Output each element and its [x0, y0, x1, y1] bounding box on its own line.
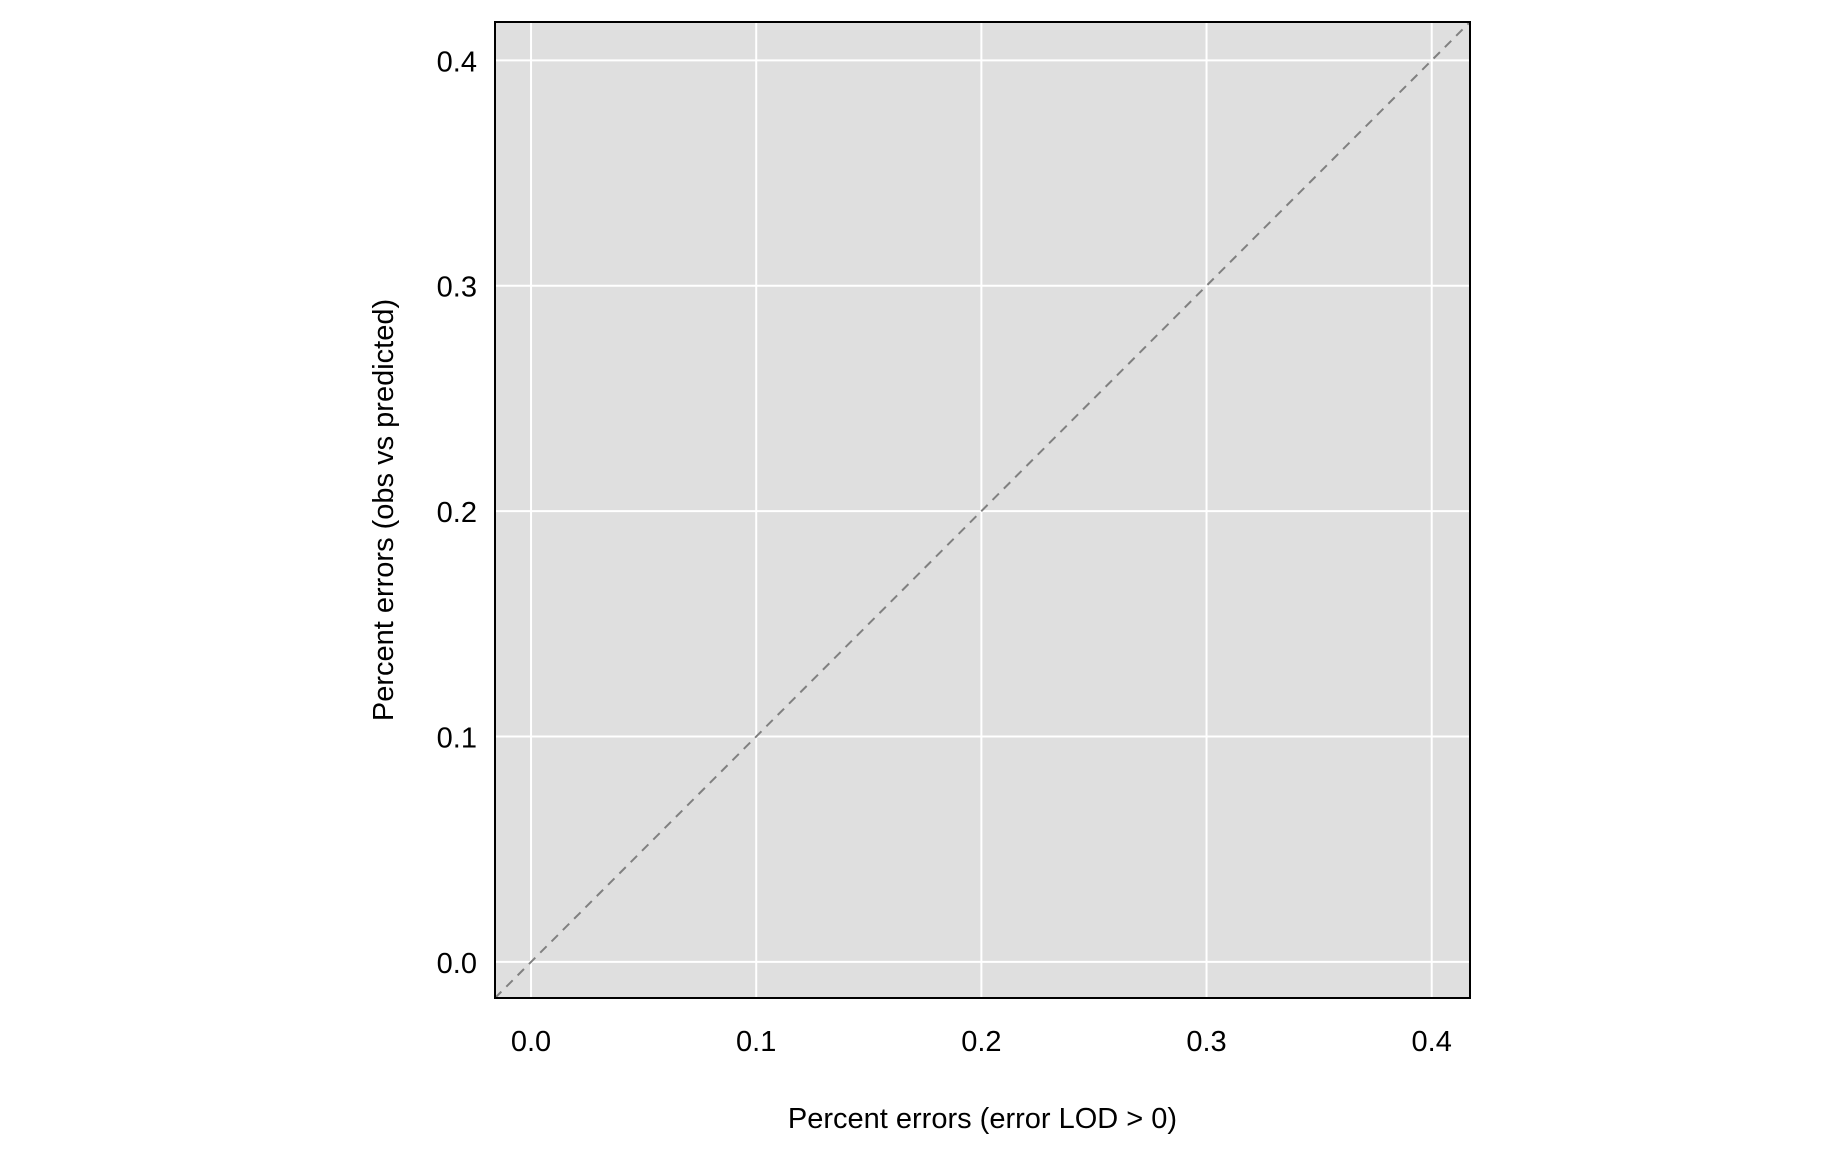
x-tick-label: 0.0: [511, 1026, 551, 1058]
y-tick-label: 0.2: [437, 497, 477, 529]
plot-border: [494, 21, 1471, 999]
x-tick-label: 0.2: [961, 1026, 1001, 1058]
reference-line-y-equals-x: [494, 21, 1471, 999]
x-axis-title: Percent errors (error LOD > 0): [788, 1103, 1177, 1135]
x-tick-label: 0.3: [1186, 1026, 1226, 1058]
x-tick-label: 0.4: [1412, 1026, 1452, 1058]
y-tick-label: 0.3: [437, 272, 477, 304]
y-tick-label: 0.1: [437, 723, 477, 755]
y-tick-label: 0.4: [437, 46, 477, 78]
y-tick-label: 0.0: [437, 948, 477, 980]
x-axis-ticks: 0.0 0.1 0.2 0.3 0.4: [511, 1026, 1452, 1058]
x-tick-label: 0.1: [736, 1026, 776, 1058]
y-axis-title: Percent errors (obs vs predicted): [368, 299, 400, 721]
y-axis-ticks: 0.0 0.1 0.2 0.3 0.4: [437, 46, 477, 980]
